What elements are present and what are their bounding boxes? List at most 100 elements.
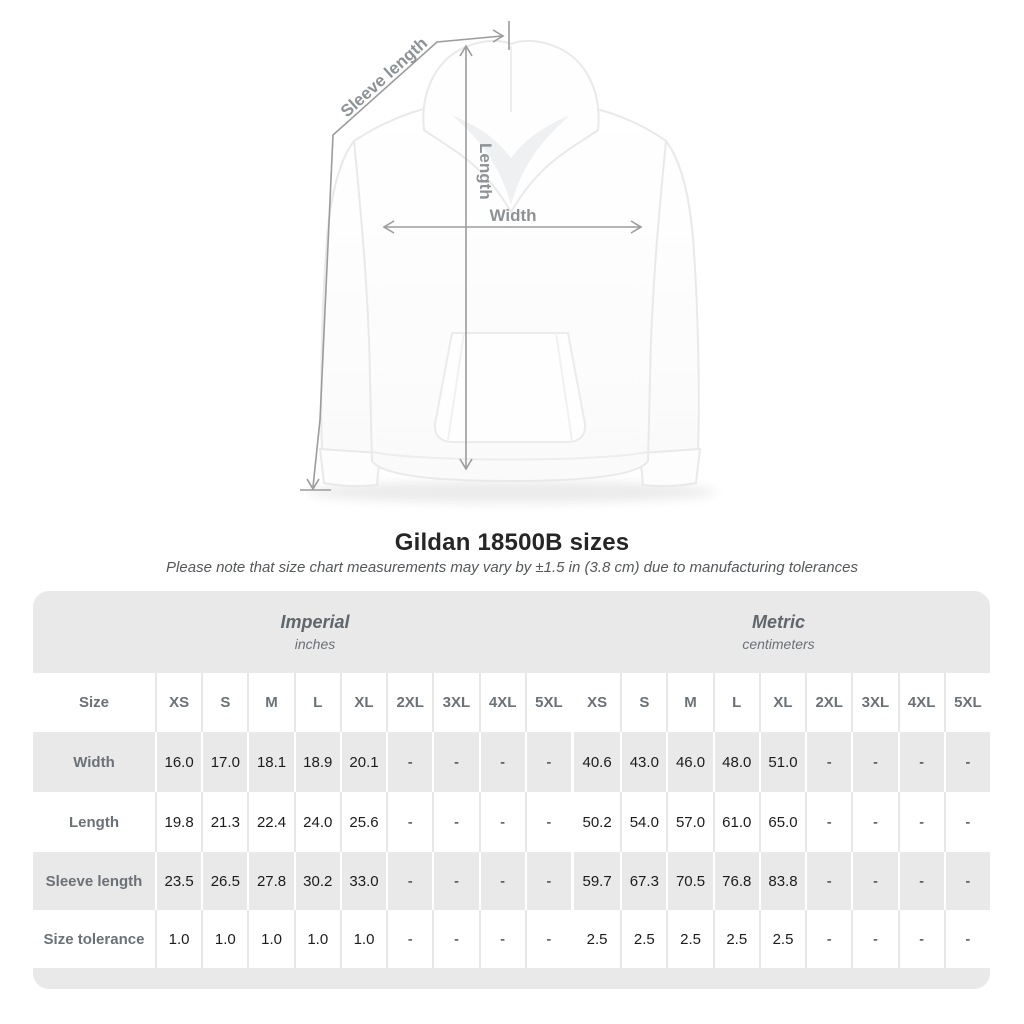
hoodie-left-cuff <box>318 447 382 488</box>
size-value-cell: 21.3 <box>201 792 248 852</box>
metric-header: Metric centimeters <box>597 591 990 673</box>
size-value-cell: 26.5 <box>201 852 248 910</box>
size-value-cell: 76.8 <box>712 852 759 910</box>
hoodie-body <box>352 107 668 483</box>
size-column-header: L <box>293 673 340 732</box>
size-value-cell: - <box>943 792 990 852</box>
size-value-cell: - <box>805 732 852 792</box>
size-value-cell: - <box>805 852 852 910</box>
size-value-cell: - <box>386 792 433 852</box>
width-label: Width <box>489 206 536 225</box>
size-column-header: XS <box>573 673 621 732</box>
size-value-cell: 65.0 <box>758 792 806 852</box>
size-value-cell: - <box>897 852 944 910</box>
size-value-cell: - <box>478 792 525 852</box>
size-header-row: Size XS S M L XL 2XL 3XL 4XL 5XL XS S M … <box>33 673 990 732</box>
size-value-cell: - <box>851 792 898 852</box>
size-value-cell: 61.0 <box>712 792 759 852</box>
size-value-cell: 2.5 <box>712 910 759 968</box>
table-row-size-tolerance: Size tolerance 1.0 1.0 1.0 1.0 1.0 - - -… <box>33 910 990 968</box>
size-value-cell: 46.0 <box>666 732 713 792</box>
size-column-header: L <box>712 673 759 732</box>
table-row-width: Width 16.0 17.0 18.1 18.9 20.1 - - - - 4… <box>33 732 990 792</box>
table-row-sleeve-length: Sleeve length 23.5 26.5 27.8 30.2 33.0 -… <box>33 852 990 910</box>
hoodie-shadow <box>307 481 717 503</box>
size-value-cell: - <box>851 732 898 792</box>
imperial-title: Imperial <box>280 612 350 632</box>
size-value-cell: 2.5 <box>758 910 806 968</box>
size-value-cell: 83.8 <box>758 852 806 910</box>
size-value-cell: 27.8 <box>247 852 294 910</box>
size-value-cell: - <box>432 852 479 910</box>
table-footer <box>33 968 990 989</box>
hoodie-illustration <box>307 39 717 503</box>
size-value-cell: 70.5 <box>666 852 713 910</box>
size-value-cell: 40.6 <box>573 732 621 792</box>
size-value-cell: 2.5 <box>666 910 713 968</box>
length-arrow <box>459 44 473 471</box>
size-column-header: XL <box>758 673 806 732</box>
size-value-cell: - <box>478 910 525 968</box>
size-value-cell: - <box>386 852 433 910</box>
sleeve-length-label: Sleeve length <box>337 34 431 121</box>
size-value-cell: - <box>943 732 990 792</box>
size-value-cell: 24.0 <box>293 792 340 852</box>
size-value-cell: - <box>432 792 479 852</box>
size-value-cell: - <box>386 732 433 792</box>
size-value-cell: - <box>432 732 479 792</box>
unit-group-header: Imperial inches Metric centimeters <box>33 591 990 673</box>
size-value-cell: 57.0 <box>666 792 713 852</box>
size-value-cell: 20.1 <box>339 732 387 792</box>
size-value-cell: 17.0 <box>201 732 248 792</box>
size-value-cell: - <box>432 910 479 968</box>
size-value-cell: 33.0 <box>339 852 387 910</box>
hoodie-right-cuff <box>638 447 702 488</box>
row-label: Length <box>33 792 155 852</box>
size-value-cell: 23.5 <box>155 852 202 910</box>
size-value-cell: 1.0 <box>247 910 294 968</box>
size-column-header: XL <box>339 673 387 732</box>
tolerance-note: Please note that size chart measurements… <box>166 559 858 576</box>
row-label: Sleeve length <box>33 852 155 910</box>
size-column-header: 2XL <box>386 673 433 732</box>
hoodie-size-diagram: Sleeve length Length Width <box>300 21 717 503</box>
size-value-cell: - <box>524 910 571 968</box>
size-column-header: S <box>201 673 248 732</box>
hoodie-hood-lining <box>452 115 570 205</box>
size-value-cell: 18.9 <box>293 732 340 792</box>
size-value-cell: 1.0 <box>155 910 202 968</box>
size-column-header: XS <box>155 673 202 732</box>
size-value-cell: 16.0 <box>155 732 202 792</box>
size-value-cell: - <box>897 792 944 852</box>
size-value-cell: 19.8 <box>155 792 202 852</box>
size-value-cell: 67.3 <box>620 852 667 910</box>
size-value-cell: - <box>524 852 571 910</box>
size-value-cell: 18.1 <box>247 732 294 792</box>
length-label: Length <box>476 143 495 200</box>
size-column-header: 4XL <box>478 673 525 732</box>
size-value-cell: 1.0 <box>293 910 340 968</box>
size-value-cell: 54.0 <box>620 792 667 852</box>
imperial-header: Imperial inches <box>33 591 597 673</box>
size-value-cell: - <box>524 792 571 852</box>
row-label: Width <box>33 732 155 792</box>
size-value-cell: 1.0 <box>339 910 387 968</box>
size-column-header: 5XL <box>524 673 571 732</box>
size-value-cell: - <box>805 792 852 852</box>
table-row-length: Length 19.8 21.3 22.4 24.0 25.6 - - - - … <box>33 792 990 852</box>
size-column-header: M <box>666 673 713 732</box>
size-value-cell: 1.0 <box>201 910 248 968</box>
size-column-header: 3XL <box>432 673 479 732</box>
size-value-cell: 51.0 <box>758 732 806 792</box>
size-value-cell: - <box>943 852 990 910</box>
size-column-header: M <box>247 673 294 732</box>
size-value-cell: - <box>897 732 944 792</box>
hoodie-hood <box>422 39 600 214</box>
size-value-cell: - <box>524 732 571 792</box>
size-value-cell: - <box>805 910 852 968</box>
row-label: Size tolerance <box>33 910 155 968</box>
size-value-cell: - <box>851 852 898 910</box>
sleeve-length-arrow <box>300 21 510 491</box>
row-label: Size <box>33 673 155 732</box>
size-value-cell: 43.0 <box>620 732 667 792</box>
